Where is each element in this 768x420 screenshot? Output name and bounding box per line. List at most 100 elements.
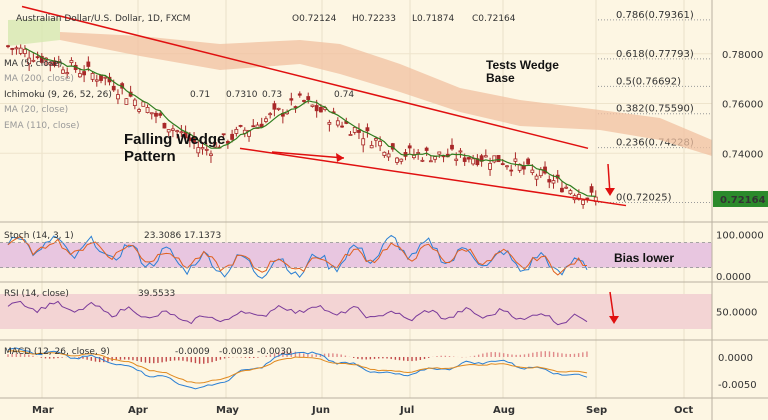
candle-body bbox=[369, 145, 374, 149]
rsi-value: 39.5533 bbox=[138, 289, 175, 299]
candle-body bbox=[149, 112, 154, 115]
candle-body bbox=[560, 187, 564, 193]
stoch-d-line bbox=[7, 235, 588, 276]
candle-body bbox=[209, 153, 213, 156]
rsi-band bbox=[0, 294, 712, 329]
legend-ma5[interactable]: MA (5, close) bbox=[4, 59, 62, 69]
candle-body bbox=[483, 155, 488, 158]
macd-value-prefix: - bbox=[175, 347, 178, 357]
candle-body bbox=[412, 154, 416, 159]
month-label: Sep bbox=[586, 405, 607, 416]
candle-body bbox=[6, 45, 10, 48]
candle-body bbox=[69, 60, 74, 64]
legend-ma20[interactable]: MA (20, close) bbox=[4, 105, 68, 115]
arrow-wedge bbox=[271, 151, 345, 159]
candle-body bbox=[399, 158, 404, 162]
ohlc-low: L0.71874 bbox=[412, 14, 455, 24]
candle-body bbox=[179, 131, 184, 134]
month-label: Apr bbox=[128, 405, 148, 416]
candle-body bbox=[48, 62, 53, 65]
candle-body bbox=[365, 127, 370, 132]
macd-pane[interactable] bbox=[7, 347, 588, 390]
candle-body bbox=[213, 142, 218, 148]
candle-body bbox=[158, 113, 163, 116]
candle-body bbox=[547, 179, 552, 183]
month-label: Mar bbox=[32, 405, 54, 416]
candle-body bbox=[306, 96, 311, 100]
fib-label: 0.786(0.79361) bbox=[616, 10, 694, 21]
candle-body bbox=[433, 156, 437, 160]
candle-body bbox=[454, 158, 459, 161]
ichimoku-cloud bbox=[60, 32, 712, 156]
candle-body bbox=[378, 140, 383, 147]
candle-body bbox=[420, 159, 425, 162]
candle-body bbox=[10, 48, 15, 50]
month-label: Oct bbox=[674, 405, 693, 416]
fib-label: 0.5(0.76692) bbox=[616, 76, 681, 87]
legend-ma200[interactable]: MA (200, close) bbox=[4, 74, 74, 84]
macd-signal-line bbox=[7, 350, 588, 384]
ichimoku-cloud-bull bbox=[8, 18, 60, 46]
candle-body bbox=[467, 157, 471, 160]
candle-body bbox=[86, 61, 91, 67]
candle-body bbox=[200, 147, 205, 150]
candle-body bbox=[175, 130, 180, 133]
wedge-lower bbox=[239, 147, 627, 207]
last-price-label: 0.72164 bbox=[720, 195, 766, 206]
legend-ichimoku[interactable]: Ichimoku (9, 26, 52, 26) bbox=[4, 90, 112, 100]
candle-body bbox=[154, 112, 158, 117]
macd-value-macd: -0.0038 bbox=[219, 347, 254, 357]
arrow-wedge-head bbox=[336, 153, 344, 162]
candle-body bbox=[348, 134, 353, 136]
candle-body bbox=[61, 69, 65, 74]
month-label: Aug bbox=[493, 405, 515, 416]
candle-body bbox=[416, 152, 421, 154]
price-pane[interactable]: 0.786(0.79361) 0.618(0.77793) 0.5(0.76692)… bbox=[6, 5, 713, 209]
candle-body bbox=[395, 157, 399, 163]
candle-body bbox=[27, 57, 32, 65]
rsi-label[interactable]: RSI (14, close) bbox=[4, 289, 69, 299]
candle-body bbox=[357, 129, 361, 133]
macd-tick-label: 0.0000 bbox=[718, 353, 753, 364]
candle-body bbox=[526, 158, 531, 165]
candle-body bbox=[264, 118, 268, 122]
candle-body bbox=[187, 137, 192, 141]
month-label: Jul bbox=[399, 405, 414, 416]
fib-label: 0.618(0.77793) bbox=[616, 49, 694, 60]
candle-body bbox=[90, 73, 95, 80]
candle-body bbox=[505, 165, 509, 168]
candle-body bbox=[18, 47, 23, 54]
stoch-tick-label: 0.0000 bbox=[716, 272, 751, 283]
candle-body bbox=[255, 124, 260, 129]
annotation-falling-wedge-2: Pattern bbox=[124, 148, 176, 165]
candle-body bbox=[230, 133, 235, 140]
candle-body bbox=[124, 98, 129, 105]
candle-body bbox=[234, 129, 239, 134]
candle-body bbox=[141, 101, 146, 107]
candle-body bbox=[513, 158, 518, 162]
candle-body bbox=[428, 160, 433, 163]
candle-body bbox=[23, 48, 27, 54]
stoch-label[interactable]: Stoch (14, 3, 1) bbox=[4, 231, 74, 241]
candle-body bbox=[302, 100, 306, 102]
candle-body bbox=[340, 125, 344, 128]
rsi-pane[interactable] bbox=[0, 291, 712, 329]
fib-label: 0(0.72025) bbox=[616, 192, 672, 203]
candle-body bbox=[564, 186, 569, 189]
candle-body bbox=[509, 169, 514, 172]
macd-value-signal: -0.0030 bbox=[257, 347, 292, 357]
candle-body bbox=[471, 158, 476, 165]
stoch-pane[interactable] bbox=[0, 234, 712, 279]
macd-label[interactable]: MACD (12, 26, close, 9) bbox=[4, 347, 110, 357]
candle-body bbox=[450, 144, 454, 150]
annotation-tests-wedge-1: Tests Wedge bbox=[486, 58, 559, 72]
candle-body bbox=[589, 186, 594, 193]
ohlc-high: H0.72233 bbox=[352, 14, 396, 24]
candle-body bbox=[352, 127, 357, 133]
legend-ema110[interactable]: EMA (110, close) bbox=[4, 121, 80, 131]
month-label: May bbox=[216, 405, 239, 416]
candle-body bbox=[39, 55, 44, 63]
candle-body bbox=[424, 147, 429, 151]
candle-body bbox=[204, 148, 209, 151]
